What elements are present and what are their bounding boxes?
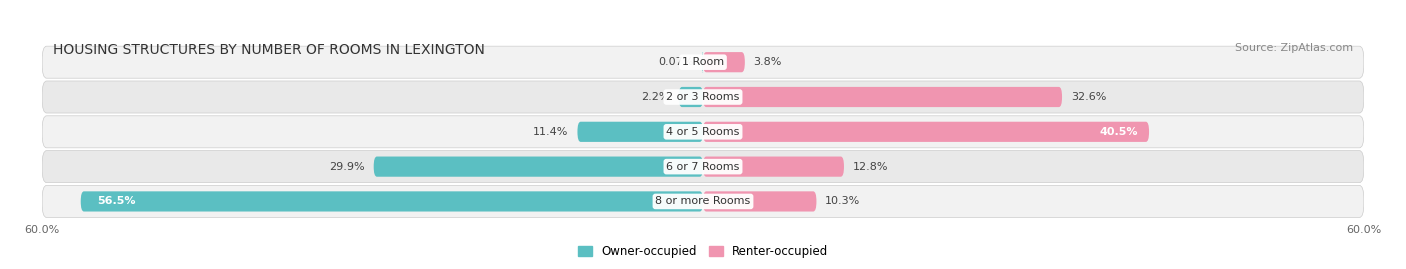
Text: 1 Room: 1 Room [682,57,724,67]
FancyBboxPatch shape [42,46,1364,78]
FancyBboxPatch shape [42,185,1364,217]
Text: 2.2%: 2.2% [641,92,669,102]
Text: 32.6%: 32.6% [1071,92,1107,102]
FancyBboxPatch shape [578,122,703,142]
FancyBboxPatch shape [80,191,703,211]
Text: 2 or 3 Rooms: 2 or 3 Rooms [666,92,740,102]
Text: 29.9%: 29.9% [329,162,366,172]
FancyBboxPatch shape [703,191,817,211]
FancyBboxPatch shape [374,157,703,177]
Text: Source: ZipAtlas.com: Source: ZipAtlas.com [1234,43,1353,53]
FancyBboxPatch shape [679,87,703,107]
FancyBboxPatch shape [42,151,1364,183]
Text: 40.5%: 40.5% [1099,127,1137,137]
Text: 11.4%: 11.4% [533,127,568,137]
Text: 10.3%: 10.3% [825,196,860,206]
Text: 0.07%: 0.07% [658,57,693,67]
Text: 8 or more Rooms: 8 or more Rooms [655,196,751,206]
FancyBboxPatch shape [702,52,703,72]
Text: 12.8%: 12.8% [853,162,889,172]
FancyBboxPatch shape [703,122,1149,142]
Text: 6 or 7 Rooms: 6 or 7 Rooms [666,162,740,172]
FancyBboxPatch shape [703,157,844,177]
Text: 56.5%: 56.5% [97,196,136,206]
FancyBboxPatch shape [42,116,1364,148]
FancyBboxPatch shape [42,81,1364,113]
Text: HOUSING STRUCTURES BY NUMBER OF ROOMS IN LEXINGTON: HOUSING STRUCTURES BY NUMBER OF ROOMS IN… [53,43,485,57]
FancyBboxPatch shape [703,87,1062,107]
Text: 3.8%: 3.8% [754,57,782,67]
FancyBboxPatch shape [703,52,745,72]
Legend: Owner-occupied, Renter-occupied: Owner-occupied, Renter-occupied [572,241,834,263]
Text: 4 or 5 Rooms: 4 or 5 Rooms [666,127,740,137]
